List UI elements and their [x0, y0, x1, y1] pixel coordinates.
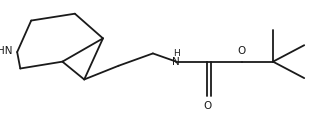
Text: O: O — [203, 101, 212, 111]
Text: O: O — [238, 46, 246, 56]
Text: H: H — [173, 49, 180, 58]
Text: HN: HN — [0, 46, 12, 56]
Text: N: N — [173, 57, 180, 67]
